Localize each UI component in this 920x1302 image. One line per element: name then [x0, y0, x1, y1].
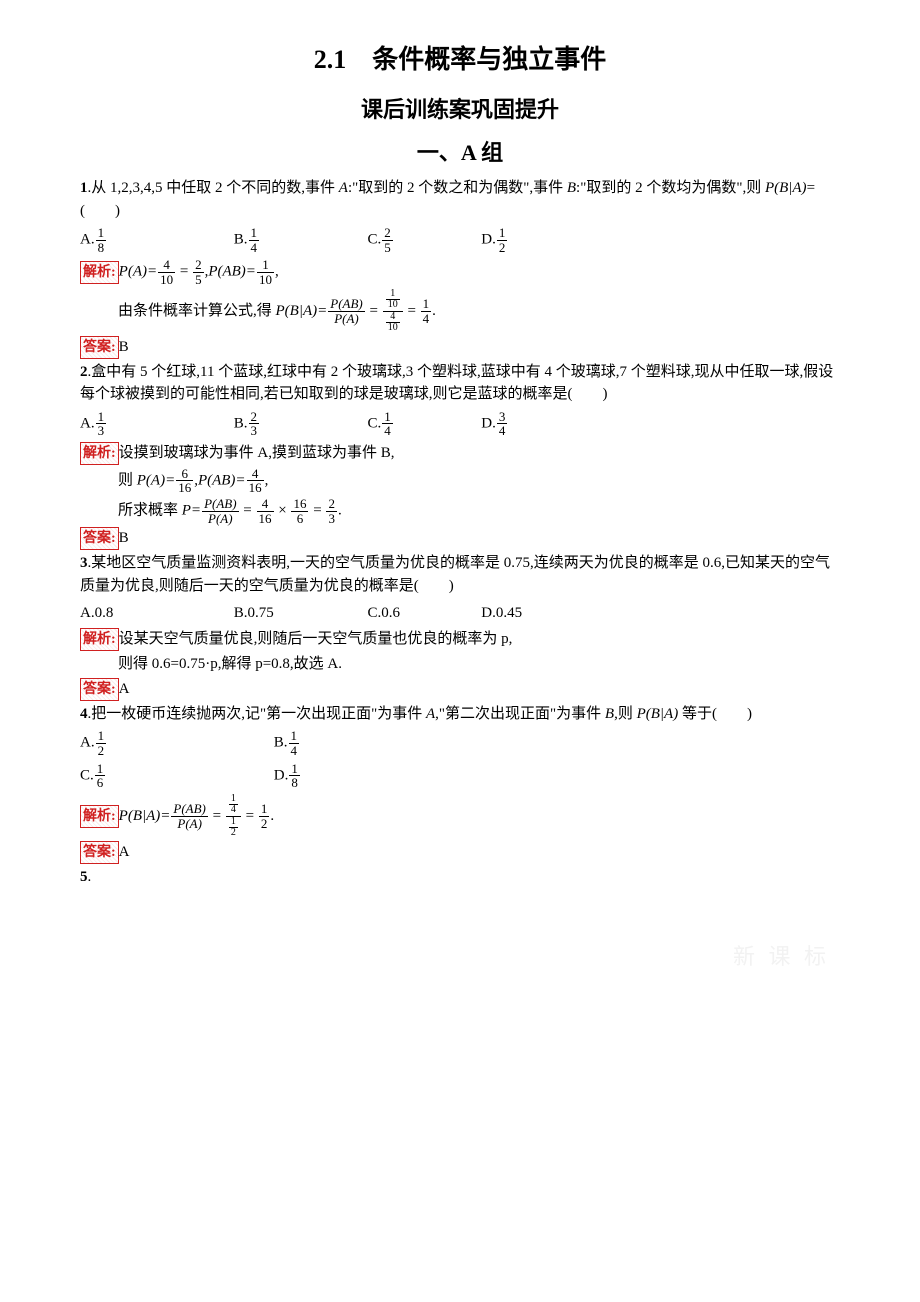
q3-num: 3 — [80, 555, 88, 571]
q1-text-a: .从 1,2,3,4,5 中任取 2 个不同的数,事件 — [88, 180, 339, 196]
q4-choice-b: B.14 — [274, 729, 300, 757]
q2-num: 2 — [80, 364, 88, 380]
group-heading: 一、A 组 — [80, 136, 840, 169]
analysis-tag: 解析: — [80, 628, 119, 651]
q2-analysis-2: 则 P(A)=616,P(AB)=416, — [118, 467, 840, 495]
q1-num: 1 — [80, 180, 88, 196]
q3-choice-b: B.0.75 — [234, 602, 364, 625]
q4-text-a: .把一枚硬币连续抛两次,记"第一次出现正面"为事件 — [88, 706, 427, 722]
q4-choices-row1: A.12 B.14 — [80, 729, 840, 757]
q4-answer: 答案:A — [80, 841, 840, 864]
q4-pba: P(B|A) — [637, 706, 679, 722]
answer-tag: 答案: — [80, 841, 119, 864]
answer-tag: 答案: — [80, 678, 119, 701]
answer-tag: 答案: — [80, 527, 119, 550]
q3-text: .某地区空气质量监测资料表明,一天的空气质量为优良的概率是 0.75,连续两天为… — [80, 555, 830, 594]
q4-event-a: A — [426, 706, 435, 722]
q2-analysis-1: 解析:设摸到玻璃球为事件 A,摸到蓝球为事件 B, — [80, 442, 840, 465]
q4-analysis: 解析:P(B|A)=P(AB)P(A) = 1412 = 12. — [80, 794, 840, 839]
q2-choice-d: D.34 — [481, 410, 591, 438]
q1-pba: P(B|A) — [765, 180, 807, 196]
q4-text-b: ,"第二次出现正面"为事件 — [435, 706, 605, 722]
page: 2.1 条件概率与独立事件 课后训练案巩固提升 一、A 组 1.从 1,2,3,… — [0, 0, 920, 1302]
question-1: 1.从 1,2,3,4,5 中任取 2 个不同的数,事件 A:"取到的 2 个数… — [80, 177, 840, 222]
q1-choices: A.18 B.14 C.25 D.12 — [80, 226, 840, 254]
q1-analysis-2: 由条件概率计算公式,得 P(B|A)=P(AB)P(A) = 110410 = … — [118, 289, 840, 334]
question-3: 3.某地区空气质量监测资料表明,一天的空气质量为优良的概率是 0.75,连续两天… — [80, 552, 840, 597]
q3-analysis-1: 解析:设某天空气质量优良,则随后一天空气质量也优良的概率为 p, — [80, 628, 840, 651]
answer-tag: 答案: — [80, 336, 119, 359]
watermark-text: 新 课 标 — [733, 940, 830, 973]
q1-text-c: :"取到的 2 个数均为偶数",则 — [576, 180, 765, 196]
q4-text-c: ,则 — [614, 706, 637, 722]
q2-choice-c: C.14 — [368, 410, 478, 438]
q4-choice-a: A.12 — [80, 729, 270, 757]
q4-choice-d: D.18 — [274, 762, 301, 790]
q4-choices-row2: C.16 D.18 — [80, 762, 840, 790]
question-5: 5. — [80, 866, 840, 889]
q2-answer: 答案:B — [80, 527, 840, 550]
q2-analysis-3: 所求概率 P=P(AB)P(A) = 416 × 166 = 23. — [118, 497, 840, 525]
question-2: 2.盒中有 5 个红球,11 个蓝球,红球中有 2 个玻璃球,3 个塑料球,蓝球… — [80, 361, 840, 406]
q1-choice-c: C.25 — [368, 226, 478, 254]
q1-answer: 答案:B — [80, 336, 840, 359]
q3-choices: A.0.8 B.0.75 C.0.6 D.0.45 — [80, 601, 840, 624]
q3-analysis-2: 则得 0.6=0.75·p,解得 p=0.8,故选 A. — [118, 653, 840, 676]
q1-choice-a: A.18 — [80, 226, 230, 254]
q4-num: 4 — [80, 706, 88, 722]
question-4: 4.把一枚硬币连续抛两次,记"第一次出现正面"为事件 A,"第二次出现正面"为事… — [80, 703, 840, 726]
q4-choice-c: C.16 — [80, 762, 270, 790]
analysis-tag: 解析: — [80, 805, 119, 828]
q2-choice-b: B.23 — [234, 410, 364, 438]
page-subtitle: 课后训练案巩固提升 — [80, 93, 840, 126]
q2-choice-a: A.13 — [80, 410, 230, 438]
analysis-tag: 解析: — [80, 442, 119, 465]
q1-text-b: :"取到的 2 个数之和为偶数",事件 — [348, 180, 567, 196]
q1-event-a: A — [339, 180, 348, 196]
page-title: 2.1 条件概率与独立事件 — [80, 40, 840, 79]
q2-choices: A.13 B.23 C.14 D.34 — [80, 410, 840, 438]
q1-analysis-1: 解析:P(A)=410 = 25,P(AB)=110, — [80, 258, 840, 286]
q4-text-d: 等于( ) — [678, 706, 752, 722]
q1-choice-d: D.12 — [481, 226, 591, 254]
q3-choice-c: C.0.6 — [368, 602, 478, 625]
q1-event-b: B — [567, 180, 576, 196]
analysis-tag: 解析: — [80, 261, 119, 284]
q2-text: .盒中有 5 个红球,11 个蓝球,红球中有 2 个玻璃球,3 个塑料球,蓝球中… — [80, 364, 833, 403]
q3-choice-d: D.0.45 — [481, 602, 591, 625]
q4-event-b: B — [605, 706, 614, 722]
q5-num: 5 — [80, 869, 88, 885]
q3-choice-a: A.0.8 — [80, 602, 230, 625]
q3-answer: 答案:A — [80, 678, 840, 701]
q1-choice-b: B.14 — [234, 226, 364, 254]
